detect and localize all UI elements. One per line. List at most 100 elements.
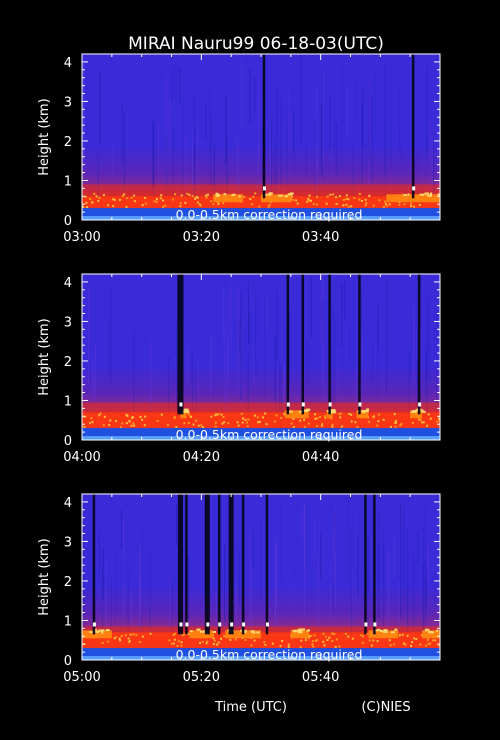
cloud-speckle (308, 636, 311, 639)
texture-streak (209, 91, 211, 153)
panel-1: 0.0-0.5km correction required 0 1 2 3 4 Height… (37, 53, 441, 245)
cloud-speckle (126, 197, 129, 200)
cloud-speckle (89, 422, 92, 425)
cloud-speckle (312, 203, 315, 206)
cloud-speckle (383, 200, 386, 203)
x-tick-label: 03:00 (63, 230, 100, 245)
cloud-speckle (144, 202, 147, 205)
texture-streak (205, 101, 207, 141)
texture-streak (223, 284, 225, 342)
bright-cloud-spot (436, 629, 439, 632)
cloud-speckle (194, 197, 197, 200)
cloud-speckle (265, 423, 268, 426)
cloud-speckle (413, 205, 416, 208)
panels-group: 0.0-0.5km correction required 0 1 2 3 4 Height… (37, 53, 441, 685)
dropout-cloud-top (301, 402, 305, 407)
cloud-speckle (400, 422, 403, 425)
cloud-speckle (103, 415, 106, 418)
cloud-speckle (128, 419, 131, 422)
dropout-cloud-top (262, 186, 266, 191)
panel-2: 0.0-0.5km correction required 0 1 2 3 4 Height… (37, 273, 441, 465)
bright-cloud-spot (419, 193, 425, 196)
cloud-speckle (307, 197, 310, 200)
cloud-speckle (403, 203, 406, 206)
texture-streak (341, 59, 343, 163)
texture-streak (108, 321, 110, 374)
texture-streak (370, 72, 372, 125)
texture-streak (334, 121, 336, 156)
cloud-speckle (118, 637, 121, 640)
cloud-speckle (133, 200, 136, 203)
cloud-speckle (263, 641, 266, 644)
texture-streak (139, 548, 141, 660)
signal-dropout (417, 274, 421, 415)
figure-title: MIRAI Nauru99 06-18-03(UTC) (128, 34, 384, 54)
dropout-cloud-top (418, 402, 422, 407)
texture-streak (300, 55, 302, 143)
cloud-speckle (125, 205, 128, 208)
texture-streak (212, 322, 214, 416)
correction-annotation: 0.0-0.5km correction required (176, 427, 363, 442)
texture-streak (280, 502, 282, 582)
bright-cloud-spot (94, 629, 97, 632)
cloud-speckle (308, 194, 311, 197)
texture-streak (313, 107, 315, 188)
credit-label: (C)NIES (361, 700, 410, 715)
texture-streak (352, 140, 354, 214)
texture-streak (263, 296, 265, 408)
texture-streak (317, 557, 319, 649)
texture-streak (436, 132, 438, 220)
surface-blue-band (82, 648, 440, 657)
texture-streak (274, 338, 276, 403)
cloud-speckle (326, 195, 329, 198)
cloud-speckle (370, 644, 373, 647)
cloud-speckle (155, 198, 158, 201)
cloud-speckle (420, 421, 423, 424)
cloud-speckle (398, 634, 401, 637)
x-axis-label: Time (UTC) (214, 700, 287, 715)
texture-streak (362, 289, 364, 338)
cloud-speckle (192, 423, 195, 426)
cloud-speckle (182, 633, 185, 636)
cloud-speckle (267, 205, 270, 208)
cloud-speckle (268, 203, 271, 206)
cloud-speckle (172, 634, 175, 637)
texture-streak (344, 280, 346, 320)
cloud-speckle (281, 640, 284, 643)
bright-cloud-spot (183, 410, 187, 413)
cloud-speckle (393, 421, 396, 424)
cloud-speckle (410, 202, 413, 205)
bright-cloud-spot (189, 630, 193, 633)
texture-streak (330, 349, 332, 410)
cloud-speckle (292, 199, 295, 202)
texture-streak (224, 322, 226, 425)
cloud-speckle (112, 205, 115, 208)
texture-streak (370, 122, 372, 220)
bright-cloud-spot (105, 629, 110, 632)
texture-streak (271, 118, 273, 208)
dropout-cloud-top (364, 622, 368, 627)
x-tick-label: 03:40 (302, 230, 339, 245)
bright-cloud-spot (382, 630, 388, 633)
cloud-speckle (330, 417, 333, 420)
cloud-speckle (402, 642, 405, 645)
panel-3: 0.0-0.5km correction required 0 1 2 3 4 Height… (37, 493, 441, 685)
cloud-speckle (173, 638, 176, 641)
cloud-speckle (376, 639, 379, 642)
bright-cloud (290, 630, 309, 639)
texture-streak (253, 346, 255, 385)
cloud-speckle (184, 202, 187, 205)
cloud-speckle (172, 642, 175, 645)
cloud-speckle (214, 421, 217, 424)
cloud-speckle (290, 195, 293, 198)
bright-cloud-spot (251, 631, 256, 634)
cloud-speckle (338, 413, 341, 416)
cloud-speckle (304, 639, 307, 642)
cloud-speckle (214, 414, 217, 417)
bright-cloud-spot (424, 192, 430, 195)
texture-streak (213, 145, 215, 214)
texture-streak (390, 118, 392, 165)
texture-streak (371, 97, 373, 183)
texture-streak (149, 548, 151, 635)
cloud-speckle (120, 634, 123, 637)
